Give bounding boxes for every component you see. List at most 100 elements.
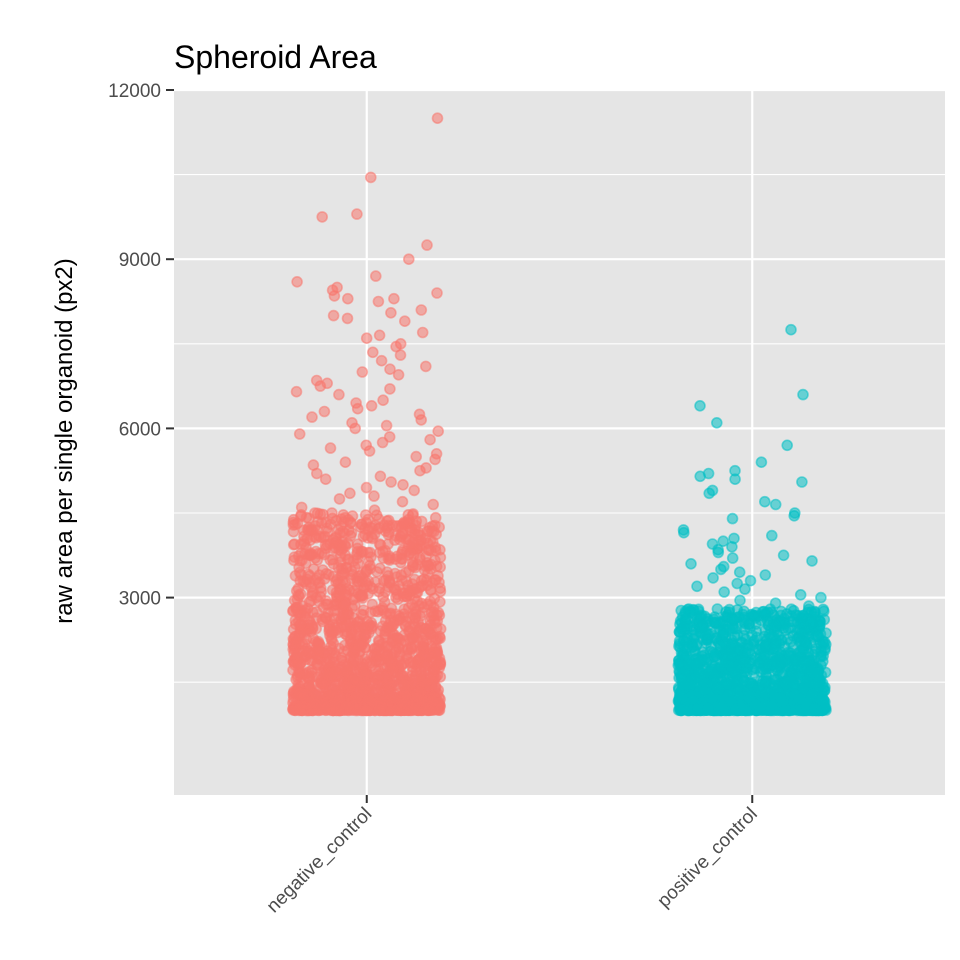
data-point <box>698 683 710 696</box>
data-point <box>357 604 370 617</box>
data-point <box>787 679 800 691</box>
data-point <box>683 677 695 690</box>
data-point <box>726 540 738 553</box>
data-point <box>391 704 403 716</box>
data-point <box>341 292 354 305</box>
data-point <box>388 292 400 305</box>
data-point <box>306 411 318 423</box>
data-point <box>770 661 783 674</box>
data-point <box>293 428 306 440</box>
data-point <box>769 597 782 610</box>
data-point <box>298 575 311 588</box>
data-point <box>323 625 336 638</box>
data-point <box>679 607 692 620</box>
data-point <box>752 610 764 622</box>
y-tick-label: 12000 <box>108 81 161 102</box>
data-point <box>368 490 380 502</box>
data-point <box>694 399 706 412</box>
data-point <box>344 487 356 500</box>
data-point <box>406 559 419 572</box>
data-point <box>414 464 426 477</box>
data-point <box>357 658 369 671</box>
data-point <box>726 637 739 650</box>
data-point <box>399 691 412 703</box>
data-point <box>322 568 335 581</box>
data-point <box>393 633 406 646</box>
data-point <box>369 270 382 282</box>
data-point <box>311 658 323 671</box>
data-point <box>715 563 727 576</box>
data-point <box>357 530 370 543</box>
data-point <box>388 534 401 546</box>
data-point <box>290 635 303 647</box>
data-point <box>368 504 381 517</box>
data-point <box>394 349 407 361</box>
data-point <box>729 473 741 486</box>
data-point <box>351 616 364 629</box>
data-point <box>341 629 354 642</box>
data-point <box>332 703 345 716</box>
data-point <box>339 456 352 469</box>
data-point <box>414 621 427 634</box>
data-point <box>287 525 300 538</box>
data-point <box>310 606 323 618</box>
data-point <box>304 534 317 546</box>
data-point <box>402 253 415 266</box>
data-point <box>356 592 369 604</box>
data-point <box>743 690 756 703</box>
data-point <box>408 674 420 687</box>
data-point <box>312 635 325 648</box>
data-point <box>341 312 354 325</box>
data-point <box>384 363 396 376</box>
data-point <box>355 518 368 531</box>
data-point <box>805 617 818 630</box>
data-point <box>685 557 697 570</box>
data-point <box>721 648 734 661</box>
data-point <box>431 287 443 299</box>
y-tick-label: 9000 <box>119 250 161 271</box>
data-point <box>430 609 443 621</box>
data-point <box>329 665 342 678</box>
data-point <box>347 555 360 567</box>
data-point <box>398 315 411 328</box>
data-point <box>312 595 325 608</box>
data-point <box>416 640 429 653</box>
data-point <box>806 555 818 567</box>
data-point <box>693 666 706 678</box>
data-point <box>361 703 374 716</box>
data-point <box>416 326 429 339</box>
data-point <box>363 445 376 457</box>
data-point <box>741 667 753 679</box>
data-point <box>410 450 423 463</box>
data-point <box>692 702 705 715</box>
data-point <box>314 380 327 392</box>
data-point <box>707 572 719 584</box>
data-point <box>765 529 778 542</box>
data-point <box>336 574 349 587</box>
data-point <box>395 553 408 565</box>
data-point <box>392 368 405 381</box>
data-point <box>739 583 751 595</box>
data-point <box>672 681 685 694</box>
data-point <box>677 526 690 539</box>
data-point <box>711 682 724 695</box>
data-point <box>393 579 406 592</box>
data-point <box>755 456 768 469</box>
data-point <box>796 476 808 488</box>
data-point <box>425 525 438 538</box>
data-point <box>296 688 309 701</box>
data-point <box>302 665 315 678</box>
data-point <box>726 512 739 525</box>
data-point <box>787 604 800 617</box>
data-point <box>717 535 730 548</box>
data-point <box>373 704 386 716</box>
data-point <box>373 645 385 657</box>
data-point <box>733 566 746 579</box>
data-point <box>366 598 379 611</box>
data-point <box>379 625 392 637</box>
data-point <box>818 636 831 648</box>
data-point <box>424 627 437 640</box>
data-point <box>797 388 809 401</box>
data-point <box>713 618 726 630</box>
